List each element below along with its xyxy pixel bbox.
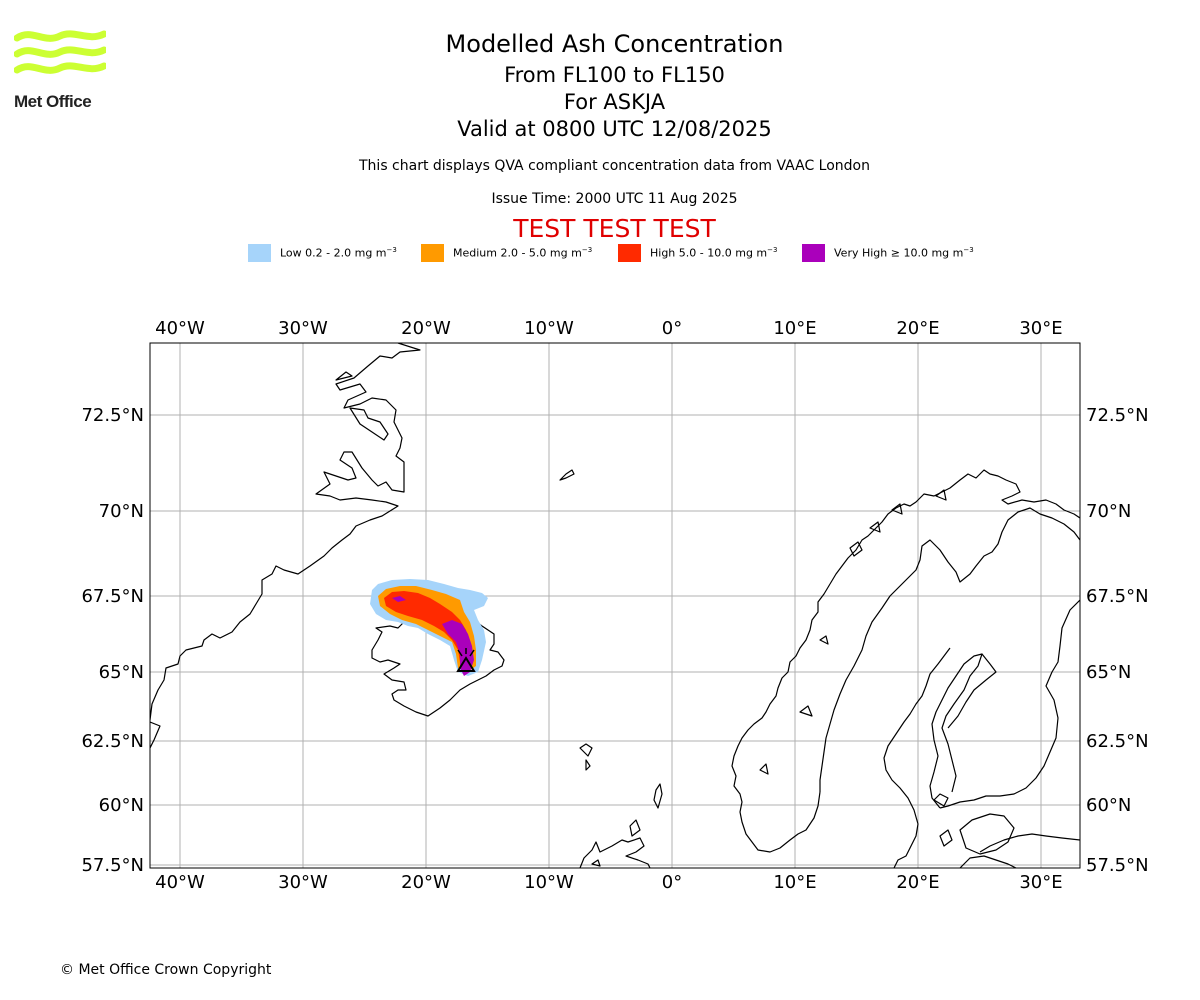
legend-swatch-high bbox=[618, 244, 641, 262]
faroe-islands bbox=[579, 743, 593, 771]
sweden-south bbox=[883, 647, 951, 868]
hebrides bbox=[591, 859, 601, 867]
chart-title: Modelled Ash Concentration bbox=[445, 30, 784, 58]
valid-time: Valid at 0800 UTC 12/08/2025 bbox=[457, 117, 772, 141]
lon-label-bottom: 30°E bbox=[1019, 872, 1062, 893]
legend-label-low: Low 0.2 - 2.0 mg m−3 bbox=[280, 246, 397, 260]
lat-label-right: 62.5°N bbox=[1086, 731, 1149, 752]
ash-plume bbox=[370, 579, 488, 676]
volcano-name: For ASKJA bbox=[563, 90, 666, 114]
test-banner: TEST TEST TEST bbox=[513, 214, 716, 243]
legend-label-very-high: Very High ≥ 10.0 mg m−3 bbox=[834, 246, 974, 260]
logo-text: Met Office bbox=[14, 92, 92, 111]
lon-labels-top: 40°W 30°W 20°W 10°W 0° 10°E 20°E 30°E bbox=[155, 318, 1062, 339]
map-content bbox=[150, 343, 1080, 868]
lat-label-left: 70°N bbox=[99, 501, 144, 522]
lat-label-right: 72.5°N bbox=[1086, 405, 1149, 426]
lon-label-bottom: 10°W bbox=[524, 872, 574, 893]
lon-label-top: 30°E bbox=[1019, 318, 1062, 339]
sweden-east-coast bbox=[939, 599, 1080, 809]
gridlines bbox=[150, 343, 1080, 868]
lon-label-bottom: 40°W bbox=[155, 872, 205, 893]
lat-label-left: 65°N bbox=[99, 662, 144, 683]
issue-time: Issue Time: 2000 UTC 11 Aug 2025 bbox=[491, 191, 738, 207]
copyright-notice: © Met Office Crown Copyright bbox=[60, 962, 272, 978]
lon-label-top: 0° bbox=[662, 318, 682, 339]
estonia-coast bbox=[979, 833, 1080, 853]
lat-labels-left: 72.5°N 70°N 67.5°N 65°N 62.5°N 60°N 57.5… bbox=[81, 405, 144, 876]
lon-label-bottom: 20°E bbox=[896, 872, 939, 893]
sweden-baltic bbox=[959, 855, 1017, 868]
lat-label-left: 60°N bbox=[99, 795, 144, 816]
triangle-icon bbox=[456, 656, 476, 672]
lat-label-right: 67.5°N bbox=[1086, 586, 1149, 607]
jan-mayen bbox=[559, 469, 575, 481]
lon-label-bottom: 30°W bbox=[278, 872, 328, 893]
lat-label-right: 60°N bbox=[1086, 795, 1131, 816]
lon-label-bottom: 10°E bbox=[773, 872, 816, 893]
lon-label-top: 10°W bbox=[524, 318, 574, 339]
gulf-of-bothnia-coast bbox=[929, 653, 983, 809]
finland-coast bbox=[947, 653, 997, 729]
norway-islands bbox=[759, 489, 947, 775]
lat-label-right: 65°N bbox=[1086, 662, 1131, 683]
saaremaa bbox=[939, 829, 953, 847]
sweden-norway-border bbox=[819, 507, 1080, 792]
lat-labels-right: 72.5°N 70°N 67.5°N 65°N 62.5°N 60°N 57.5… bbox=[1086, 405, 1149, 876]
ash-very-high-west bbox=[392, 596, 406, 602]
lon-label-bottom: 0° bbox=[662, 872, 682, 893]
scotland-north bbox=[579, 837, 651, 868]
flight-level-range: From FL100 to FL150 bbox=[504, 63, 725, 87]
norway-west-coast bbox=[731, 583, 831, 853]
legend-swatch-medium bbox=[421, 244, 444, 262]
orkney bbox=[629, 819, 641, 837]
compliance-note: This chart displays QVA compliant concen… bbox=[359, 158, 870, 174]
ash-high bbox=[384, 591, 472, 668]
legend-swatch-very-high bbox=[802, 244, 825, 262]
lon-label-top: 20°W bbox=[401, 318, 451, 339]
greenland-southwest bbox=[150, 721, 161, 749]
lat-label-left: 57.5°N bbox=[81, 855, 144, 876]
greenland-coast bbox=[150, 343, 421, 721]
lon-label-top: 10°E bbox=[773, 318, 816, 339]
met-office-logo: Met Office bbox=[13, 28, 108, 112]
lon-labels-bottom: 40°W 30°W 20°W 10°W 0° 10°E 20°E 30°E bbox=[155, 872, 1062, 893]
lat-label-right: 70°N bbox=[1086, 501, 1131, 522]
lat-label-left: 72.5°N bbox=[81, 405, 144, 426]
greenland-fjord-1 bbox=[335, 371, 353, 381]
legend-label-medium: Medium 2.0 - 5.0 mg m−3 bbox=[453, 246, 593, 260]
eruption-lines bbox=[457, 648, 475, 657]
met-office-wave-icon bbox=[13, 30, 108, 74]
lat-label-right: 57.5°N bbox=[1086, 855, 1149, 876]
legend-label-high: High 5.0 - 10.0 mg m−3 bbox=[650, 246, 778, 260]
lat-label-left: 67.5°N bbox=[81, 586, 144, 607]
greenland-fjord-2 bbox=[349, 407, 389, 441]
lat-label-left: 62.5°N bbox=[81, 731, 144, 752]
lon-label-top: 30°W bbox=[278, 318, 328, 339]
volcano-marker bbox=[456, 648, 476, 672]
ash-very-high bbox=[442, 620, 474, 676]
gotland bbox=[959, 813, 1015, 855]
shetland bbox=[653, 783, 663, 809]
aland bbox=[933, 793, 949, 807]
lon-label-top: 40°W bbox=[155, 318, 205, 339]
lon-label-bottom: 20°W bbox=[401, 872, 451, 893]
legend-swatch-low bbox=[248, 244, 271, 262]
lon-label-top: 20°E bbox=[896, 318, 939, 339]
map-frame bbox=[149, 342, 1081, 869]
coastlines bbox=[150, 343, 1080, 868]
norway-coast bbox=[829, 469, 1080, 585]
